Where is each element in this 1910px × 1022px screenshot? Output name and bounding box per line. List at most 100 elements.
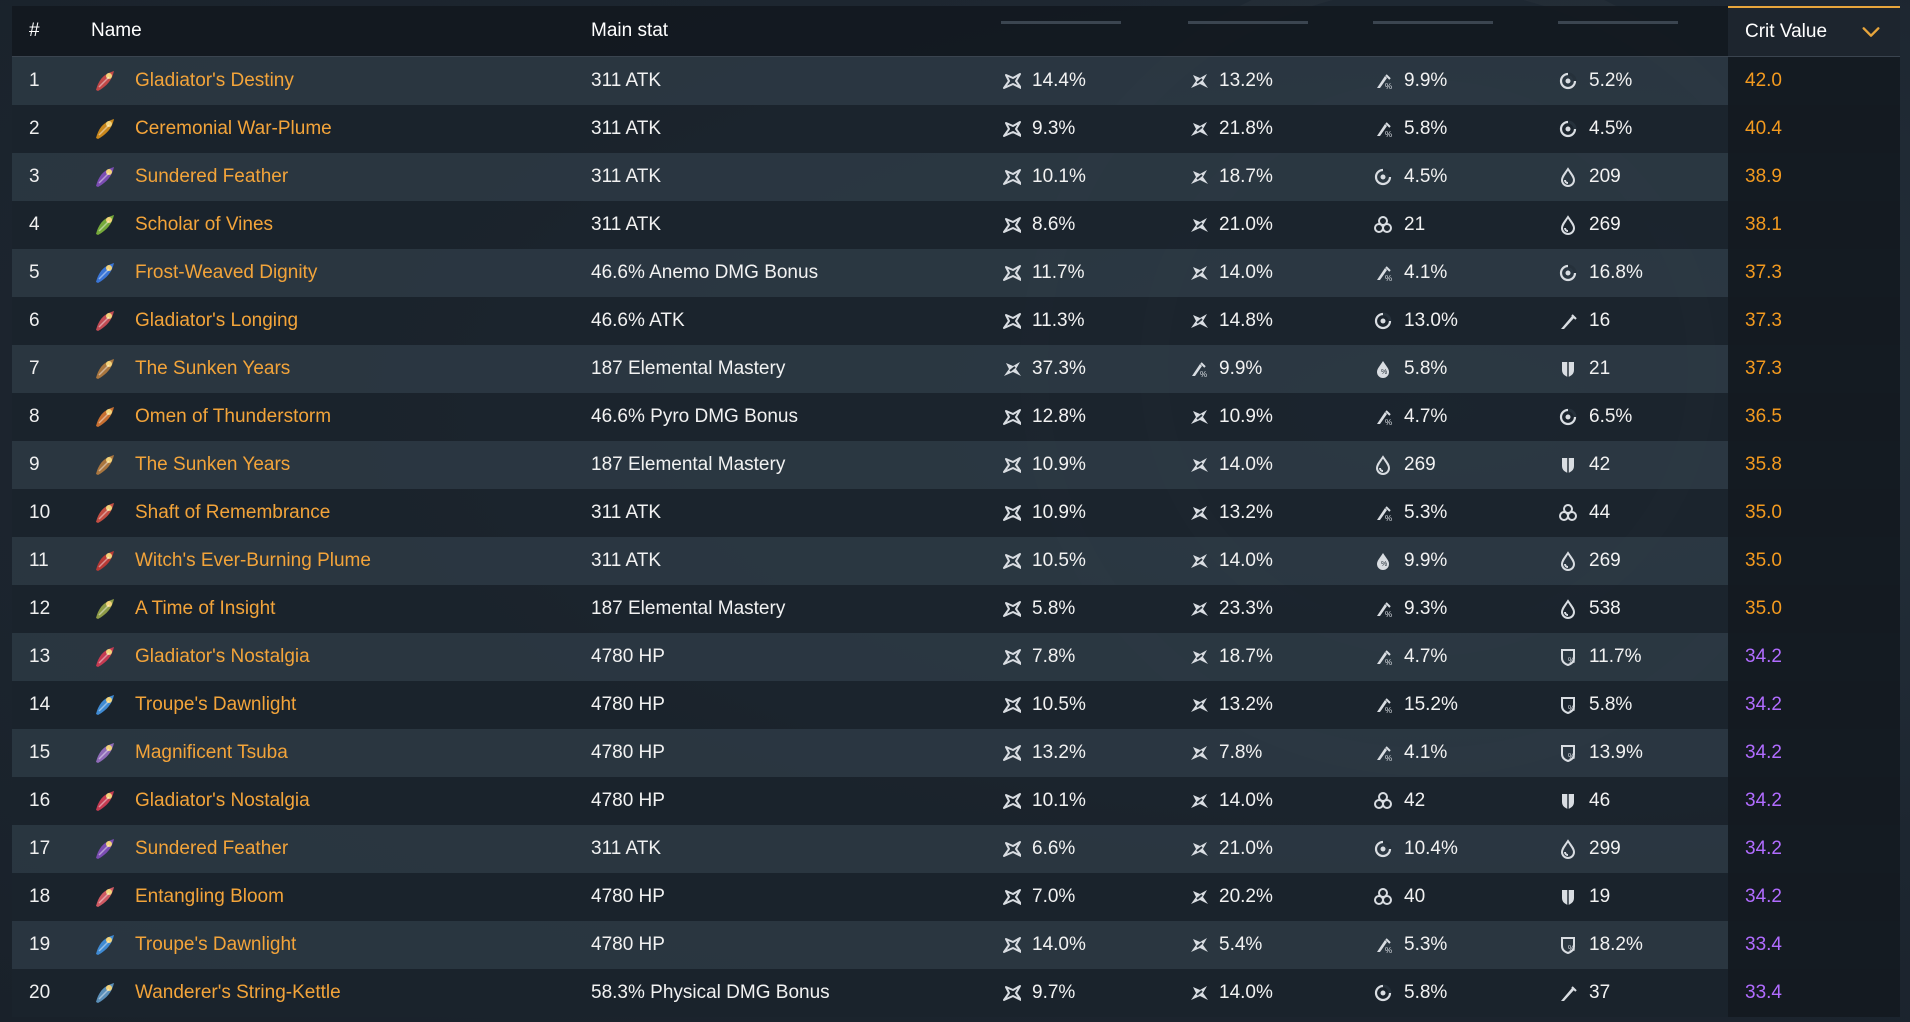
- table-row[interactable]: 17 Sundered Feather 311 ATK 6.6% 21.0% 10.4% 2…: [12, 825, 1900, 873]
- artifact-name-link[interactable]: Troupe's Dawnlight: [135, 934, 297, 955]
- substat-value: 269: [1589, 550, 1621, 571]
- table-row[interactable]: 14 Troupe's Dawnlight 4780 HP 10.5% 13.2%% 15…: [12, 681, 1900, 729]
- table-row[interactable]: 12 A Time of Insight 187 Elemental Mastery…: [12, 585, 1900, 633]
- table-row[interactable]: 6 Gladiator's Longing 46.6% ATK 11.3% 14.8% 1…: [12, 297, 1900, 345]
- artifact-name-link[interactable]: Sundered Feather: [135, 166, 289, 187]
- artifact-name-cell[interactable]: Sundered Feather: [80, 163, 571, 191]
- artifact-name-link[interactable]: Ceremonial War-Plume: [135, 118, 332, 139]
- artifact-icon: [91, 403, 119, 431]
- table-row[interactable]: 13 Gladiator's Nostalgia 4780 HP 7.8% 18.7%%…: [12, 633, 1900, 681]
- table-row[interactable]: 8 Omen of Thunderstorm 46.6% Pyro DMG Bonu…: [12, 393, 1900, 441]
- name-header[interactable]: Name: [91, 20, 142, 41]
- artifact-name-cell[interactable]: Gladiator's Longing: [80, 307, 571, 335]
- table-row[interactable]: 15 Magnificent Tsuba 4780 HP 13.2% 7.8%% 4.1%…: [12, 729, 1900, 777]
- artifact-name-link[interactable]: Troupe's Dawnlight: [135, 694, 297, 715]
- crit-dmg-icon: [1188, 887, 1208, 907]
- artifact-name-link[interactable]: Frost-Weaved Dignity: [135, 262, 318, 283]
- substat-4: 299: [1534, 838, 1728, 860]
- artifact-name-link[interactable]: Sundered Feather: [135, 838, 289, 859]
- crit-rate-icon: [1001, 887, 1022, 907]
- artifact-name-link[interactable]: A Time of Insight: [135, 598, 276, 619]
- table-header: # Name Main stat Crit Value: [12, 6, 1900, 57]
- table-row[interactable]: 1 Gladiator's Destiny 311 ATK 14.4% 13.2%% 9.…: [12, 57, 1900, 105]
- artifact-name-cell[interactable]: Shaft of Remembrance: [80, 499, 571, 527]
- table-row[interactable]: 18 Entangling Bloom 4780 HP 7.0% 20.2% 40 19 34…: [12, 873, 1900, 921]
- artifact-icon: [91, 259, 119, 287]
- crit-rate-icon: [1001, 791, 1022, 811]
- substat-value: 10.1%: [1032, 166, 1086, 187]
- main-stat: 46.6% Pyro DMG Bonus: [591, 406, 798, 427]
- substat-value: 10.9%: [1032, 502, 1086, 523]
- artifact-name-cell[interactable]: Gladiator's Destiny: [80, 67, 571, 95]
- crit-value-header-label: Crit Value: [1745, 21, 1828, 42]
- artifact-name-cell[interactable]: Ceremonial War-Plume: [80, 115, 571, 143]
- artifact-name-link[interactable]: Gladiator's Longing: [135, 310, 299, 331]
- main-stat: 311 ATK: [591, 838, 662, 859]
- crit-rate-icon: [1001, 647, 1022, 667]
- artifact-name-cell[interactable]: Frost-Weaved Dignity: [80, 259, 571, 287]
- substat-2: 5.4%: [1164, 934, 1349, 956]
- artifact-name-cell[interactable]: Gladiator's Nostalgia: [80, 643, 571, 671]
- table-row[interactable]: 7 The Sunken Years 187 Elemental Mastery 37…: [12, 345, 1900, 393]
- artifact-name-cell[interactable]: Scholar of Vines: [80, 211, 571, 239]
- table-row[interactable]: 5 Frost-Weaved Dignity 46.6% Anemo DMG Bon…: [12, 249, 1900, 297]
- artifact-name-cell[interactable]: Magnificent Tsuba: [80, 739, 571, 767]
- substat-value: 19: [1589, 886, 1611, 907]
- artifact-name-cell[interactable]: A Time of Insight: [80, 595, 571, 623]
- def-icon: [1558, 887, 1578, 907]
- table-row[interactable]: 11 Witch's Ever-Burning Plume 311 ATK 10.5%…: [12, 537, 1900, 585]
- table-row[interactable]: 3 Sundered Feather 311 ATK 10.1% 18.7% 4.5% 20…: [12, 153, 1900, 201]
- main-stat-header[interactable]: Main stat: [591, 20, 669, 41]
- table-row[interactable]: 20 Wanderer's String-Kettle 58.3% Physical…: [12, 969, 1900, 1017]
- crit-value-header[interactable]: Crit Value: [1728, 6, 1900, 56]
- crit-rate-icon: [1001, 599, 1022, 619]
- artifact-name-cell[interactable]: The Sunken Years: [80, 451, 571, 479]
- energy-recharge-icon: [1373, 167, 1393, 187]
- table-row[interactable]: 2 Ceremonial War-Plume 311 ATK 9.3% 21.8%% 5.…: [12, 105, 1900, 153]
- artifact-name-link[interactable]: Witch's Ever-Burning Plume: [135, 550, 371, 571]
- table-row[interactable]: 10 Shaft of Remembrance 311 ATK 10.9% 13.2%%…: [12, 489, 1900, 537]
- artifact-name-link[interactable]: Entangling Bloom: [135, 886, 284, 907]
- table-row[interactable]: 4 Scholar of Vines 311 ATK 8.6% 21.0% 21 269 38…: [12, 201, 1900, 249]
- substat-value: 13.2%: [1219, 694, 1273, 715]
- substat-1: 10.1%: [977, 790, 1164, 812]
- substat-value: 10.9%: [1219, 406, 1273, 427]
- substat-value: 4.7%: [1404, 646, 1448, 667]
- artifact-name-cell[interactable]: Sundered Feather: [80, 835, 571, 863]
- artifact-name-cell[interactable]: Gladiator's Nostalgia: [80, 787, 571, 815]
- artifact-name-cell[interactable]: Troupe's Dawnlight: [80, 931, 571, 959]
- atk-percent-icon: %: [1373, 503, 1393, 523]
- table-row[interactable]: 19 Troupe's Dawnlight 4780 HP 14.0% 5.4%% 5.3…: [12, 921, 1900, 969]
- artifact-name-cell[interactable]: Omen of Thunderstorm: [80, 403, 571, 431]
- artifact-name-link[interactable]: Gladiator's Destiny: [135, 70, 294, 91]
- artifact-name-cell[interactable]: Troupe's Dawnlight: [80, 691, 571, 719]
- artifact-name-link[interactable]: Gladiator's Nostalgia: [135, 646, 310, 667]
- table-row[interactable]: 9 The Sunken Years 187 Elemental Mastery 10…: [12, 441, 1900, 489]
- artifact-name-link[interactable]: The Sunken Years: [135, 454, 291, 475]
- artifact-name-cell[interactable]: Entangling Bloom: [80, 883, 571, 911]
- substat-4: 21: [1534, 358, 1728, 380]
- substat-value: 4.1%: [1404, 742, 1448, 763]
- artifact-name-link[interactable]: Scholar of Vines: [135, 214, 274, 235]
- artifact-name-cell[interactable]: Witch's Ever-Burning Plume: [80, 547, 571, 575]
- artifact-name-link[interactable]: Magnificent Tsuba: [135, 742, 288, 763]
- substat-value: 15.2%: [1404, 694, 1458, 715]
- artifact-name-link[interactable]: The Sunken Years: [135, 358, 291, 379]
- artifact-name-cell[interactable]: The Sunken Years: [80, 355, 571, 383]
- artifact-name-cell[interactable]: Wanderer's String-Kettle: [80, 979, 571, 1007]
- artifact-name-link[interactable]: Wanderer's String-Kettle: [135, 982, 341, 1003]
- chevron-down-icon[interactable]: [1860, 21, 1882, 43]
- substat-value: 21.0%: [1219, 838, 1273, 859]
- substat-value: 20.2%: [1219, 886, 1273, 907]
- elemental-mastery-icon: [1373, 215, 1393, 235]
- substat-value: 10.5%: [1032, 694, 1086, 715]
- artifact-name-link[interactable]: Shaft of Remembrance: [135, 502, 331, 523]
- substat-value: 5.8%: [1404, 358, 1448, 379]
- table-row[interactable]: 16 Gladiator's Nostalgia 4780 HP 10.1% 14.0%…: [12, 777, 1900, 825]
- crit-value: 34.2: [1728, 825, 1900, 873]
- substat-value: 299: [1589, 838, 1621, 859]
- artifact-name-link[interactable]: Omen of Thunderstorm: [135, 406, 332, 427]
- atk-percent-icon: %: [1373, 119, 1393, 139]
- substat-1: 10.9%: [977, 454, 1164, 476]
- artifact-name-link[interactable]: Gladiator's Nostalgia: [135, 790, 310, 811]
